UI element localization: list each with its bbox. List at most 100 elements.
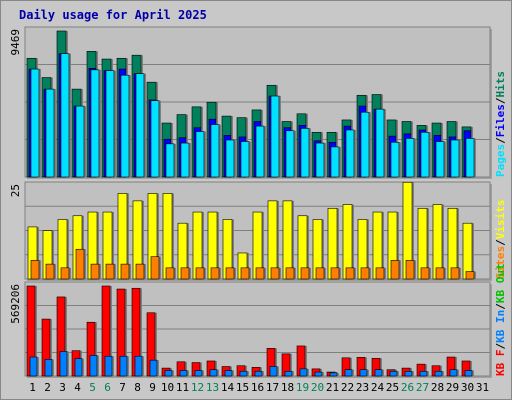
- legend-entry: KB F: [494, 350, 507, 377]
- bar-sites: [165, 267, 175, 280]
- bar-kb-in: [209, 369, 218, 377]
- bar-kb-in: [329, 372, 338, 377]
- bar-pages: [90, 69, 100, 178]
- bar-kb-in: [179, 370, 188, 377]
- x-tick-label: 28: [431, 381, 444, 394]
- bar-sites: [375, 267, 385, 280]
- bar-kb-in: [299, 368, 308, 377]
- bar-pages: [45, 88, 55, 178]
- bar-kb-in: [254, 370, 263, 377]
- bar-pages: [120, 74, 130, 178]
- x-tick-label: 3: [59, 381, 66, 394]
- bar-sites: [435, 267, 445, 280]
- bar-pages: [180, 142, 190, 178]
- chart-title: Daily usage for April 2025: [19, 8, 207, 22]
- bar-sites: [120, 263, 130, 280]
- x-tick-label: 2: [44, 381, 51, 394]
- bar-pages: [75, 105, 85, 178]
- x-tick-label: 17: [266, 381, 279, 394]
- legend-kbf-kbin-kbout: KB F/KB In/KB Out: [494, 263, 507, 376]
- bar-pages: [360, 111, 370, 178]
- bar-kb-in: [149, 359, 158, 377]
- bar-kb-in: [239, 370, 248, 377]
- x-tick-label: 27: [416, 381, 429, 394]
- x-tick-label: 15: [236, 381, 249, 394]
- legend-entry: KB In: [494, 310, 507, 343]
- bar-kb-in: [464, 370, 473, 377]
- bar-kb-in: [119, 355, 128, 377]
- bar-kb-in: [269, 366, 278, 377]
- bar-pages: [195, 131, 205, 178]
- legend-entry: /: [494, 239, 507, 246]
- bar-kb-in: [44, 359, 53, 377]
- x-tick-label: 18: [281, 381, 294, 394]
- x-tick-label: 26: [401, 381, 414, 394]
- y-max-label: 9469: [9, 29, 22, 56]
- legend-entry: /: [494, 303, 507, 310]
- bar-kb-in: [134, 355, 143, 377]
- x-tick-label: 6: [104, 381, 111, 394]
- bar-kb-in: [104, 355, 113, 377]
- bar-visits: [162, 193, 173, 280]
- x-tick-label: 29: [446, 381, 459, 394]
- bar-sites: [75, 248, 85, 280]
- bar-sites: [345, 267, 355, 280]
- bar-kb-in: [29, 356, 38, 377]
- bar-pages: [420, 131, 430, 178]
- legend-hits-files-pages: Pages/Files/Hits: [494, 71, 507, 177]
- x-tick-label: 13: [206, 381, 219, 394]
- bar-pages: [435, 141, 445, 178]
- bar-sites: [225, 267, 235, 280]
- bar-sites: [45, 263, 55, 280]
- x-tick-label: 9: [149, 381, 156, 394]
- x-tick-label: 8: [134, 381, 141, 394]
- bar-sites: [285, 267, 295, 280]
- bar-kb-in: [419, 370, 428, 377]
- x-tick-label: 23: [356, 381, 369, 394]
- bar-sites: [210, 267, 220, 280]
- bar-pages: [270, 95, 280, 178]
- bar-kb-in: [449, 369, 458, 377]
- bar-sites: [105, 263, 115, 280]
- bar-sites: [270, 267, 280, 280]
- bar-sites: [135, 263, 145, 280]
- x-tick-label: 25: [386, 381, 399, 394]
- legend-entry: /: [494, 343, 507, 350]
- bar-kb-in: [404, 370, 413, 377]
- bar-sites: [465, 271, 475, 280]
- bar-sites: [420, 267, 430, 280]
- x-tick-label: 21: [326, 381, 339, 394]
- bar-pages: [315, 142, 325, 178]
- x-tick-label: 1: [29, 381, 36, 394]
- x-tick-label: 5: [89, 381, 96, 394]
- bar-kb-in: [359, 369, 368, 377]
- x-tick-label: 19: [296, 381, 309, 394]
- bar-sites: [195, 267, 205, 280]
- bar-pages: [255, 125, 265, 178]
- bar-sites: [450, 267, 460, 280]
- bar-pages: [285, 130, 295, 178]
- bar-sites: [360, 267, 370, 280]
- bar-kb-in: [224, 370, 233, 377]
- bar-visits: [267, 200, 278, 280]
- bar-kb-in: [59, 351, 68, 377]
- bar-pages: [240, 141, 250, 178]
- bar-pages: [330, 146, 340, 178]
- bar-kb-in: [389, 370, 398, 377]
- bar-kb-in: [284, 370, 293, 377]
- legend-entry: Files: [494, 104, 507, 137]
- bar-pages: [105, 70, 115, 178]
- legend-entry: /: [494, 97, 507, 104]
- bar-sites: [180, 267, 190, 280]
- bar-pages: [210, 124, 220, 178]
- bar-kb-in: [314, 371, 323, 377]
- bar-pages: [150, 100, 160, 178]
- x-tick-label: 14: [221, 381, 235, 394]
- bar-sites: [390, 260, 400, 280]
- bar-pages: [450, 139, 460, 178]
- x-tick-label: 22: [341, 381, 354, 394]
- bar-visits: [462, 222, 473, 280]
- legend-entry: Hits: [494, 71, 507, 98]
- bar-kb-in: [74, 358, 83, 377]
